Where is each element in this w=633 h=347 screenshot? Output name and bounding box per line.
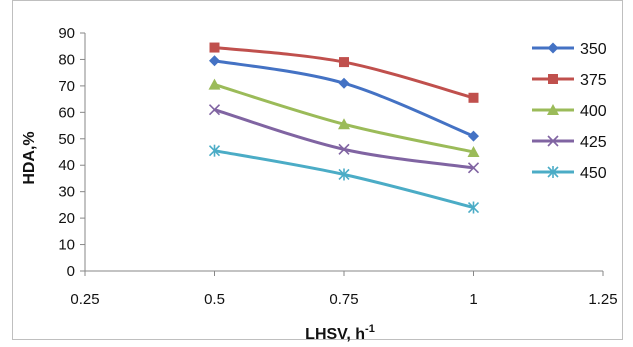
y-tick-label: 40 xyxy=(58,157,75,174)
marker-stroke xyxy=(467,162,480,174)
data-point xyxy=(338,77,350,89)
marker-stroke xyxy=(338,143,350,155)
y-axis-label: HDA,% xyxy=(21,131,38,184)
legend-label: 375 xyxy=(580,72,607,89)
data-point xyxy=(209,55,220,67)
data-point xyxy=(339,57,349,68)
data-point xyxy=(208,104,221,116)
legend-marker xyxy=(547,42,559,54)
y-tick-label: 70 xyxy=(58,78,75,95)
data-point xyxy=(467,162,480,174)
data-point xyxy=(338,168,350,181)
x-axis-label-text: LHSV, h xyxy=(305,326,365,343)
legend-entry-450: 450 xyxy=(532,165,607,182)
x-axis-label-superscript: -1 xyxy=(365,323,375,335)
legend-marker xyxy=(547,135,559,147)
x-tick-label: 1 xyxy=(469,291,477,308)
legend-label: 425 xyxy=(580,134,607,151)
series-425 xyxy=(208,104,480,174)
legend-entry-400: 400 xyxy=(532,103,607,120)
marker-stroke xyxy=(208,104,221,116)
x-tick-labels: 0.25 0.5 0.75 1 1.25 xyxy=(70,291,617,308)
marker-stroke xyxy=(547,135,559,147)
data-point xyxy=(208,78,221,90)
legend-label: 350 xyxy=(580,41,607,58)
data-point xyxy=(209,42,220,53)
series-375 xyxy=(209,42,479,103)
x-tick-label: 1.25 xyxy=(588,291,617,308)
data-point xyxy=(468,92,479,103)
legend-marker xyxy=(547,166,559,178)
y-tick-labels: 0 10 20 30 40 50 60 70 80 90 xyxy=(58,25,75,280)
y-tick-label: 60 xyxy=(58,104,75,121)
data-point xyxy=(338,118,350,130)
data-point xyxy=(468,130,479,142)
series-line xyxy=(214,46,474,100)
series-350 xyxy=(209,55,479,142)
legend: 350 375 400 425 450 xyxy=(532,41,607,182)
x-tick-label: 0.5 xyxy=(204,291,225,308)
series-450 xyxy=(208,144,480,214)
y-tick-label: 80 xyxy=(58,51,75,68)
legend-marker xyxy=(548,74,558,84)
series-400 xyxy=(208,78,480,157)
legend-label: 450 xyxy=(580,165,607,182)
x-tick-label: 0.25 xyxy=(70,291,99,308)
legend-entry-425: 425 xyxy=(532,134,607,151)
y-tick-label: 10 xyxy=(58,237,75,254)
series-lines xyxy=(208,42,480,214)
y-tick-label: 90 xyxy=(58,25,75,42)
legend-entry-350: 350 xyxy=(532,41,607,58)
x-axis-label: LHSV, h-1 xyxy=(305,323,375,343)
data-point xyxy=(467,201,480,214)
y-tick-label: 20 xyxy=(58,210,75,227)
data-point xyxy=(208,144,221,157)
y-tick-label: 30 xyxy=(58,184,75,201)
data-point xyxy=(338,143,350,155)
legend-label: 400 xyxy=(580,103,607,120)
legend-entry-375: 375 xyxy=(532,72,607,89)
legend-marker xyxy=(547,104,559,115)
axes xyxy=(80,32,604,276)
y-tick-label: 50 xyxy=(58,131,75,148)
data-point xyxy=(467,146,480,157)
x-tick-label: 0.75 xyxy=(329,291,358,308)
y-tick-label: 0 xyxy=(67,263,75,280)
